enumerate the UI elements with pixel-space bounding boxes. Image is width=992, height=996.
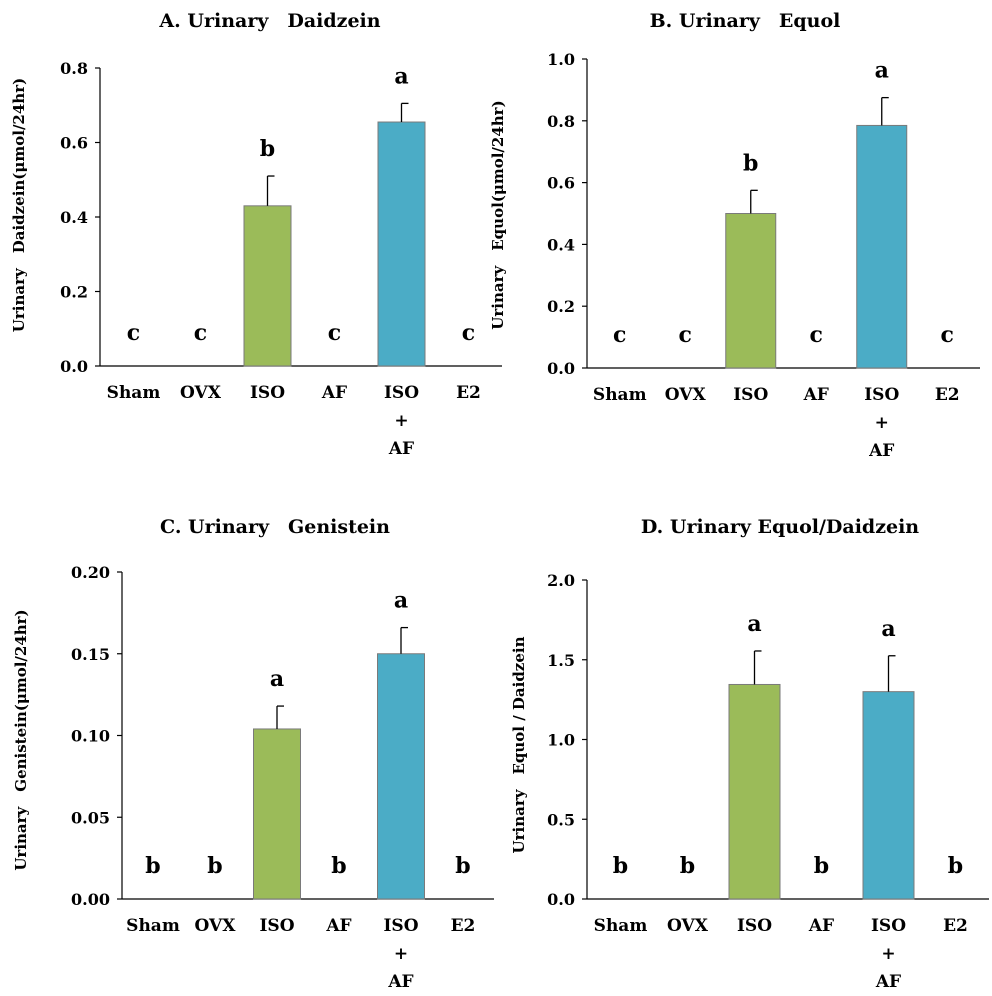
significance-letter: a (875, 58, 889, 84)
y-tick-label: 0.2 (547, 297, 575, 316)
y-tick-label: 2.0 (547, 571, 575, 590)
x-category-label: AF (808, 916, 834, 936)
x-category-label: E2 (943, 916, 968, 936)
y-axis-label: Urinary Equol / Daidzein (510, 636, 528, 853)
y-tick-label: 0.8 (60, 59, 88, 78)
chart-title: B. Urinary Equol (650, 10, 841, 32)
bar-iso (728, 683, 781, 900)
x-category-label: Sham (593, 385, 647, 405)
y-tick-label: 0.0 (547, 359, 575, 378)
x-category-label: + (875, 413, 889, 433)
y-tick-label: 1.0 (547, 731, 575, 750)
bar-iso (725, 213, 777, 369)
significance-letter: b (680, 853, 695, 879)
y-tick-label: 0.2 (60, 283, 88, 302)
significance-letter: b (814, 853, 829, 879)
panel-4: D. Urinary Equol/Daidzein Urinary Equol /… (510, 516, 989, 992)
bar-iso (243, 205, 292, 367)
x-category-label: OVX (180, 383, 222, 403)
x-category-label: E2 (935, 385, 960, 405)
significance-letter: b (207, 853, 222, 879)
bar-iso-plus-af (377, 121, 426, 367)
significance-letter: b (145, 853, 160, 879)
panel-3: C. Urinary Genistein Urinary Genistein(μm… (12, 516, 494, 992)
significance-letter: b (331, 853, 346, 879)
x-category-label: AF (325, 916, 351, 936)
y-tick-label: 0.4 (547, 235, 575, 254)
x-category-label: AF (321, 383, 347, 403)
chart-title: D. Urinary Equol/Daidzein (641, 516, 919, 538)
x-category-label: ISO (871, 916, 906, 936)
bar-iso-plus-af (856, 124, 908, 369)
y-tick-label: 1.0 (547, 50, 575, 69)
x-category-label: + (394, 411, 408, 431)
y-tick-label: 0.4 (60, 208, 88, 227)
significance-letter: a (270, 666, 284, 692)
panel-2: B. Urinary Equol Urinary Equol(μmol/24hr)… (489, 10, 980, 461)
significance-letter: b (948, 853, 963, 879)
x-category-label: ISO (733, 385, 768, 405)
y-tick-label: 0.6 (547, 174, 575, 193)
y-tick-label: 0.05 (71, 808, 110, 827)
x-category-label: E2 (456, 383, 481, 403)
y-tick-label: 0.5 (547, 810, 575, 829)
x-category-label: AF (388, 439, 414, 459)
bar-iso (253, 728, 301, 900)
x-category-label: ISO (383, 916, 418, 936)
significance-letter: b (260, 136, 275, 162)
significance-letter: b (743, 150, 758, 176)
x-category-label: AF (387, 972, 413, 992)
significance-letter: c (127, 320, 140, 346)
significance-letter: a (747, 611, 761, 637)
y-tick-label: 0.00 (71, 890, 110, 909)
y-tick-label: 0.0 (547, 890, 575, 909)
y-tick-label: 0.10 (71, 727, 110, 746)
significance-letter: c (462, 320, 475, 346)
chart-title: A. Urinary Daidzein (158, 10, 380, 32)
y-tick-label: 0.0 (60, 357, 88, 376)
significance-letter: a (394, 63, 408, 89)
significance-letter: c (613, 322, 626, 348)
significance-letter: c (328, 320, 341, 346)
x-category-label: ISO (737, 916, 772, 936)
y-tick-label: 0.8 (547, 112, 575, 131)
x-category-label: ISO (259, 916, 294, 936)
significance-letter: c (679, 322, 692, 348)
significance-letter: a (394, 588, 408, 614)
y-axis-label: Urinary Genistein(μmol/24hr) (12, 609, 30, 870)
y-axis-label: Urinary Equol(μmol/24hr) (489, 100, 507, 329)
significance-letter: b (455, 853, 470, 879)
significance-letter: c (941, 322, 954, 348)
y-tick-label: 0.20 (71, 563, 110, 582)
panel-1: A. Urinary Daidzein Urinary Daidzein(μmol… (10, 10, 502, 459)
x-category-label: + (881, 944, 895, 964)
bar-iso-plus-af (377, 653, 425, 900)
x-category-label: AF (868, 441, 894, 461)
chart-title: C. Urinary Genistein (160, 516, 390, 538)
x-category-label: ISO (250, 383, 285, 403)
significance-letter: b (613, 853, 628, 879)
x-category-label: ISO (384, 383, 419, 403)
y-tick-label: 0.6 (60, 134, 88, 153)
x-category-label: OVX (665, 385, 707, 405)
x-category-label: Sham (126, 916, 180, 936)
x-category-label: E2 (451, 916, 476, 936)
significance-letter: c (194, 320, 207, 346)
bar-iso-plus-af (862, 691, 915, 900)
x-category-label: OVX (667, 916, 709, 936)
x-category-label: AF (803, 385, 829, 405)
x-category-label: + (394, 944, 408, 964)
y-tick-label: 1.5 (547, 651, 575, 670)
x-category-label: Sham (594, 916, 648, 936)
x-category-label: Sham (107, 383, 161, 403)
significance-letter: c (810, 322, 823, 348)
significance-letter: a (881, 616, 895, 642)
y-tick-label: 0.15 (71, 645, 110, 664)
x-category-label: OVX (195, 916, 237, 936)
y-axis-label: Urinary Daidzein(μmol/24hr) (10, 78, 28, 332)
x-category-label: AF (875, 972, 901, 992)
x-category-label: ISO (864, 385, 899, 405)
